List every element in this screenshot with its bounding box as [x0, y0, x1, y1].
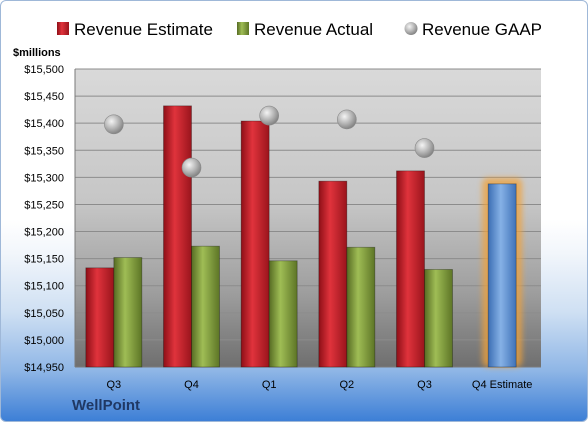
- legend-swatch: [57, 22, 69, 35]
- plot-area: [75, 69, 541, 367]
- estimate-bar: [163, 105, 192, 368]
- actual-bar: [346, 246, 376, 368]
- legend-label: Revenue Actual: [254, 20, 373, 39]
- gaap-marker: [259, 105, 279, 126]
- y-tick-label: $15,200: [24, 227, 64, 239]
- estimate-bar: [240, 120, 270, 368]
- y-tick-label: $15,150: [24, 254, 64, 266]
- q4-estimate-bar: [487, 183, 517, 368]
- gridlines: [75, 68, 541, 368]
- x-tick-label: Q4: [184, 379, 199, 391]
- gaap-marker: [337, 109, 357, 130]
- gaap-marker: [414, 138, 435, 158]
- y-tick-label: $15,400: [24, 118, 64, 130]
- x-tick-label: Q2: [339, 379, 354, 391]
- company-name: WellPoint: [72, 397, 141, 414]
- legend: Revenue Estimate Revenue Actual Revenue GA…: [57, 20, 542, 39]
- actual-bar: [268, 260, 298, 368]
- y-tick-label: $15,300: [24, 172, 64, 184]
- y-tick-label: $15,450: [24, 91, 64, 103]
- legend-swatch: [404, 22, 418, 35]
- y-tick-label: $15,050: [24, 308, 64, 320]
- y-axis-label: $millions: [13, 47, 61, 59]
- y-tick-label: $15,250: [24, 199, 64, 211]
- y-axis: $14,950 $15,000 $15,050 $15,100 $15,150 $15,2…: [24, 64, 541, 374]
- x-tick-label: Q3: [417, 379, 432, 391]
- estimate-bar: [396, 170, 425, 368]
- x-tick-label: Q3: [106, 379, 121, 391]
- y-tick-label: $15,500: [24, 64, 64, 76]
- y-tick-label: $15,350: [24, 145, 64, 157]
- actual-bar: [424, 269, 453, 368]
- estimate-bar: [85, 267, 115, 368]
- y-tick-label: $15,000: [24, 335, 64, 347]
- legend-swatch: [237, 22, 249, 35]
- y-tick-label: $15,100: [24, 281, 64, 293]
- x-tick-label: Q1: [262, 379, 277, 391]
- chart-marks: [85, 105, 523, 368]
- actual-bar: [191, 245, 220, 368]
- estimate-bar: [318, 180, 348, 368]
- x-axis: Q3 Q4 Q1 Q2 Q3 Q4 Estimate: [106, 379, 532, 391]
- y-tick-label: $14,950: [24, 362, 64, 374]
- x-tick-label: Q4 Estimate: [472, 379, 533, 391]
- gaap-marker: [104, 114, 124, 135]
- gaap-marker: [181, 157, 202, 178]
- legend-label: Revenue GAAP: [422, 20, 542, 39]
- actual-bar: [113, 257, 143, 368]
- legend-label: Revenue Estimate: [74, 20, 213, 39]
